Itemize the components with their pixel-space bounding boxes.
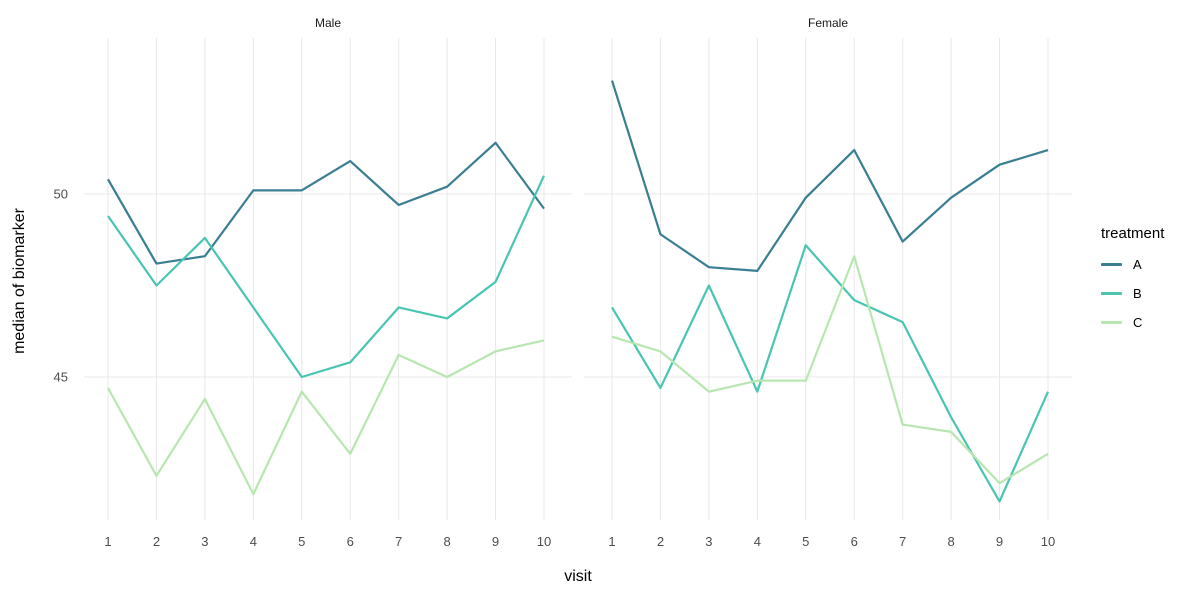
x-tick-label-female-1: 1 xyxy=(608,534,616,549)
y-tick-label-45: 45 xyxy=(53,369,68,385)
legend: treatment A B C xyxy=(1101,225,1164,343)
y-axis-title: median of biomarker xyxy=(11,208,28,354)
legend-entry-b: B xyxy=(1101,285,1164,301)
series-line-a-male xyxy=(107,141,545,265)
x-tick-label-male-3: 3 xyxy=(201,534,209,549)
legend-key-line-a-icon xyxy=(1101,262,1122,266)
x-tick-label-male-1: 1 xyxy=(104,534,112,549)
legend-label-a: A xyxy=(1133,256,1142,272)
legend-entry-c: C xyxy=(1101,314,1164,330)
panel-male xyxy=(84,38,572,520)
legend-entry-a: A xyxy=(1101,256,1164,272)
legend-label-b: B xyxy=(1133,285,1142,301)
legend-title: treatment xyxy=(1101,225,1165,242)
x-tick-label-female-2: 2 xyxy=(656,534,665,549)
x-tick-label-female-6: 6 xyxy=(850,534,858,549)
facet-label-female: Female xyxy=(807,16,848,30)
x-tick-label-male-10: 10 xyxy=(536,534,552,549)
facet-label-male: Male xyxy=(314,16,341,30)
panel-female xyxy=(584,38,1072,520)
legend-key-line-b-icon xyxy=(1101,291,1122,295)
x-tick-label-male-5: 5 xyxy=(298,534,306,549)
series-line-b-male xyxy=(107,175,545,379)
x-tick-label-male-8: 8 xyxy=(443,534,451,549)
series-line-c-female xyxy=(611,255,1049,485)
x-tick-label-male-6: 6 xyxy=(346,534,354,549)
series-line-a-female xyxy=(610,80,1049,272)
x-tick-label-female-5: 5 xyxy=(802,534,810,549)
x-axis-title: visit xyxy=(564,568,592,585)
x-tick-label-male-7: 7 xyxy=(395,534,403,549)
legend-key-line-c-icon xyxy=(1101,320,1122,324)
legend-label-c: C xyxy=(1133,314,1143,330)
x-tick-label-female-3: 3 xyxy=(705,534,713,549)
x-tick-label-female-7: 7 xyxy=(899,534,907,549)
x-tick-label-male-9: 9 xyxy=(491,534,500,549)
x-tick-label-female-9: 9 xyxy=(995,534,1004,549)
x-tick-label-male-4: 4 xyxy=(249,534,257,549)
series-line-b-female xyxy=(611,244,1050,503)
y-tick-label-50: 50 xyxy=(53,186,68,202)
x-tick-label-female-10: 10 xyxy=(1040,534,1056,549)
x-tick-label-female-8: 8 xyxy=(947,534,955,549)
series-line-c-male xyxy=(107,339,545,496)
x-tick-label-male-2: 2 xyxy=(152,534,161,549)
x-tick-label-female-4: 4 xyxy=(753,534,761,549)
